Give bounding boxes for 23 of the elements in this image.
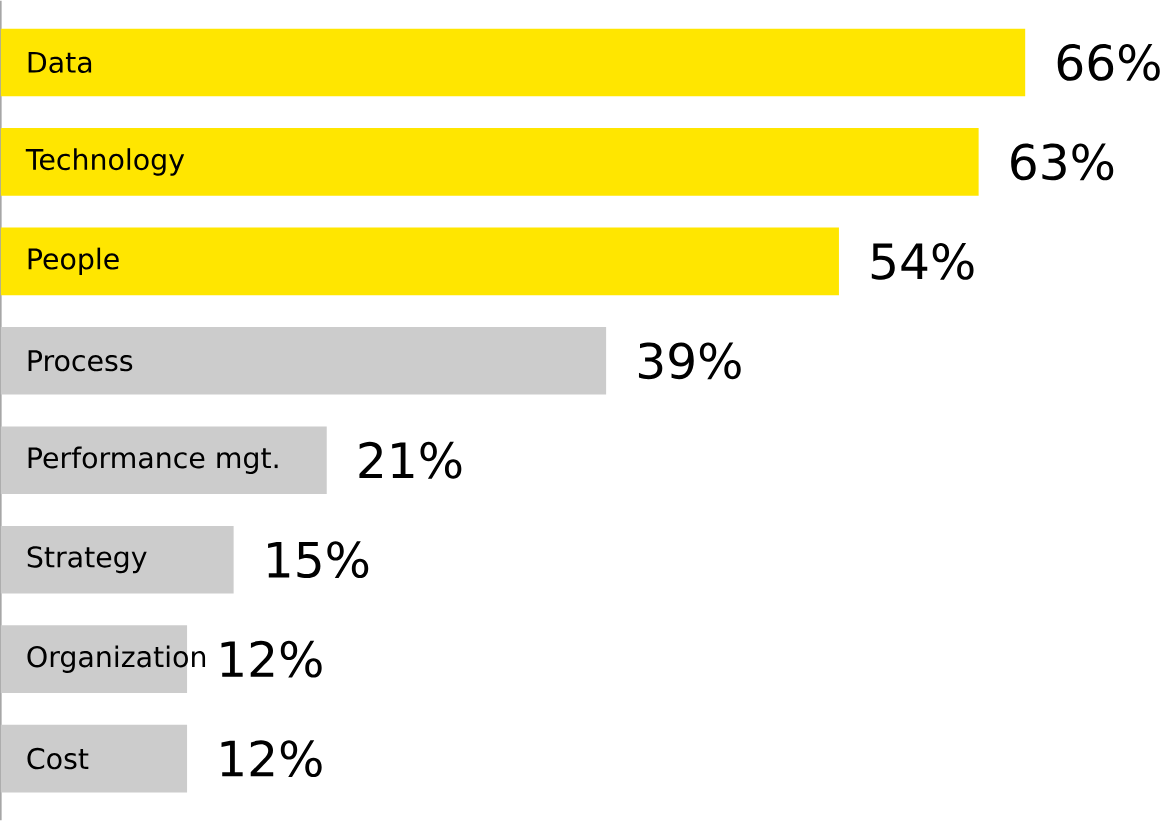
bar: [0, 525, 234, 594]
data-label: 66%: [1057, 44, 1160, 81]
y-tick-label: Cost: [27, 747, 89, 770]
bar: [0, 128, 979, 196]
y-tick-label: People: [28, 247, 119, 276]
y-tick-label: Data: [28, 51, 92, 74]
y-tick-label: Process: [28, 350, 133, 372]
data-label: 54%: [871, 242, 974, 280]
bar: [0, 28, 1026, 97]
data-label: 15%: [268, 541, 369, 579]
y-tick-label: Organization: [27, 645, 206, 673]
y-tick-label: Performance mgt.: [28, 446, 278, 474]
y-tick-label: Strategy: [27, 546, 147, 574]
bar: [0, 326, 607, 395]
bar: [0, 724, 188, 793]
data-label: 12%: [221, 740, 322, 777]
data-label: 12%: [221, 640, 322, 678]
bar: [0, 227, 839, 296]
data-label: 63%: [1011, 143, 1114, 181]
y-tick-label: Technology: [25, 148, 185, 176]
data-label: 39%: [638, 342, 741, 380]
bar: [0, 426, 327, 495]
data-label: 21%: [359, 441, 462, 479]
